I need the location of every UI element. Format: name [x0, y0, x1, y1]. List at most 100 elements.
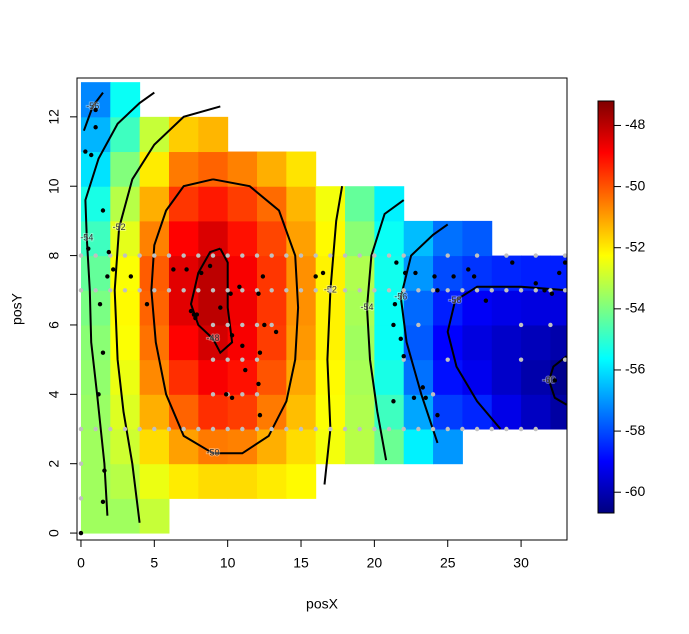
point — [93, 426, 98, 432]
heat-cell — [491, 255, 522, 291]
heat-cell — [315, 359, 346, 395]
point — [243, 367, 248, 373]
point — [210, 288, 216, 293]
x-tick-label: 0 — [77, 555, 85, 571]
point — [210, 322, 216, 328]
point — [93, 125, 98, 130]
heat-cell — [345, 429, 375, 465]
x-tick-label: 25 — [440, 555, 456, 571]
heat-cell — [491, 324, 522, 361]
heat-cell — [168, 359, 199, 395]
point — [188, 308, 194, 314]
heat-cell — [286, 220, 317, 257]
point — [562, 357, 567, 362]
heat-cell — [345, 290, 375, 326]
point — [166, 253, 172, 258]
point — [518, 322, 524, 328]
point — [269, 288, 274, 293]
heat-cell — [550, 359, 567, 395]
x-tick-label: 10 — [220, 555, 236, 571]
point — [474, 288, 480, 293]
point — [562, 288, 567, 293]
y-tick-label: 10 — [46, 178, 62, 194]
heat-cell — [139, 255, 170, 291]
heat-cell — [198, 394, 229, 430]
point — [357, 253, 362, 258]
point — [320, 270, 326, 276]
point — [432, 274, 437, 279]
heat-cell — [168, 463, 199, 499]
heat-cell — [403, 290, 434, 326]
point — [542, 288, 547, 293]
point — [445, 357, 450, 362]
point — [533, 281, 538, 286]
heat-cell — [521, 290, 551, 326]
heat-cell — [462, 324, 493, 361]
point — [100, 499, 106, 505]
point — [342, 288, 348, 293]
contour-label: -54 — [361, 302, 374, 312]
x-tick-label: 30 — [513, 555, 529, 571]
colorbar-tick-label: -50 — [625, 177, 645, 193]
heat-cell — [286, 290, 317, 326]
heat-cell — [198, 359, 229, 395]
point — [533, 426, 538, 432]
colorbar — [597, 100, 615, 514]
heat-cell — [345, 186, 375, 222]
heat-cell — [550, 290, 567, 326]
point — [152, 426, 157, 432]
contour-label: -58 — [449, 295, 462, 305]
point — [328, 253, 333, 258]
heat-cell — [403, 255, 434, 291]
point — [240, 426, 245, 432]
heat-cell — [257, 463, 287, 499]
point — [196, 253, 201, 258]
point — [420, 385, 425, 390]
point — [137, 288, 142, 293]
heat-cell — [521, 359, 551, 395]
heat-cell — [403, 429, 434, 465]
point — [83, 149, 88, 154]
point — [402, 270, 408, 276]
heat-cell — [257, 255, 287, 291]
heat-cell — [110, 429, 141, 465]
heat-cell — [257, 220, 287, 257]
heat-cell — [168, 290, 199, 326]
point — [313, 274, 318, 279]
heat-cell — [110, 324, 141, 361]
heat-cell — [110, 359, 141, 395]
point — [435, 288, 440, 293]
point — [269, 322, 274, 328]
colorbar-tick-label: -48 — [625, 116, 645, 132]
heat-cell — [257, 429, 287, 465]
point — [445, 426, 450, 432]
y-tick-label: 12 — [46, 109, 62, 125]
point — [386, 288, 392, 293]
point — [386, 426, 392, 432]
heat-cell — [257, 359, 287, 395]
heat-cell — [168, 220, 199, 257]
point — [401, 288, 406, 293]
point — [328, 288, 333, 293]
point — [298, 288, 304, 293]
contour-label: -52 — [113, 222, 126, 232]
point — [78, 253, 84, 258]
point — [313, 253, 318, 258]
plot-box — [76, 77, 568, 541]
point — [474, 253, 480, 258]
point — [106, 249, 112, 255]
heat-cell — [374, 429, 405, 465]
point — [562, 260, 567, 265]
point — [510, 260, 515, 265]
point — [144, 301, 150, 307]
point — [460, 426, 465, 432]
point — [401, 353, 406, 359]
point — [225, 253, 230, 258]
point — [416, 322, 421, 328]
point — [152, 288, 157, 293]
point — [416, 288, 421, 293]
point — [269, 426, 274, 432]
point — [194, 312, 200, 317]
point — [552, 378, 558, 383]
point — [240, 288, 245, 293]
